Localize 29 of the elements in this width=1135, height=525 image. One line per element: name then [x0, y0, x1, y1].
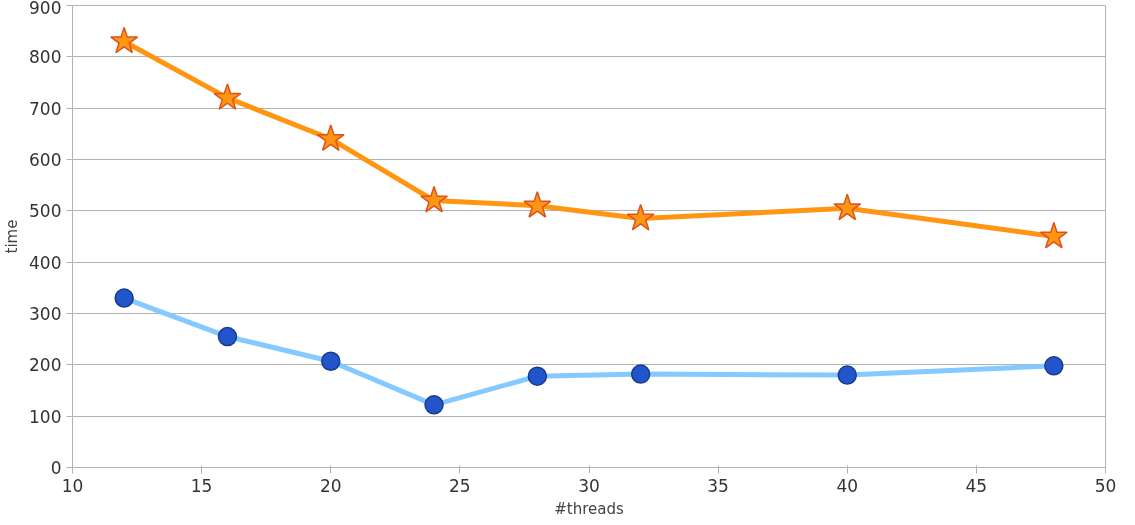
- x-axis-title: #threads: [554, 499, 624, 518]
- y-tick-label: 300: [29, 304, 62, 324]
- y-tick-label: 700: [29, 98, 62, 119]
- y-tick-label: 200: [29, 355, 62, 376]
- x-tick-label: 15: [190, 475, 213, 496]
- point: [833, 193, 862, 221]
- x-tick-label: 35: [707, 475, 729, 496]
- x-tick-label: 30: [578, 475, 600, 496]
- y-tick-label: 900: [29, 0, 62, 18]
- x-tick-label: 50: [1094, 475, 1117, 496]
- x-tick-label: 40: [836, 475, 859, 496]
- x-tick-label: 20: [319, 475, 342, 496]
- point: [419, 185, 449, 213]
- y-tick-label: 800: [29, 47, 62, 68]
- y-tick-label: 400: [29, 252, 62, 273]
- y-axis-title: time: [3, 219, 22, 254]
- y-tick-label: 0: [50, 458, 62, 478]
- point: [316, 124, 345, 152]
- x-tick-label: 25: [449, 475, 471, 496]
- point: [110, 26, 139, 54]
- y-tick-label: 500: [29, 201, 62, 222]
- x-tick-label: 45: [965, 475, 988, 496]
- point: [213, 83, 242, 110]
- x-tick-label: 10: [61, 475, 84, 496]
- point: [626, 203, 655, 231]
- y-tick-label: 100: [29, 406, 62, 427]
- point: [1039, 221, 1068, 249]
- y-tick-label: 600: [29, 150, 62, 170]
- point: [523, 190, 552, 218]
